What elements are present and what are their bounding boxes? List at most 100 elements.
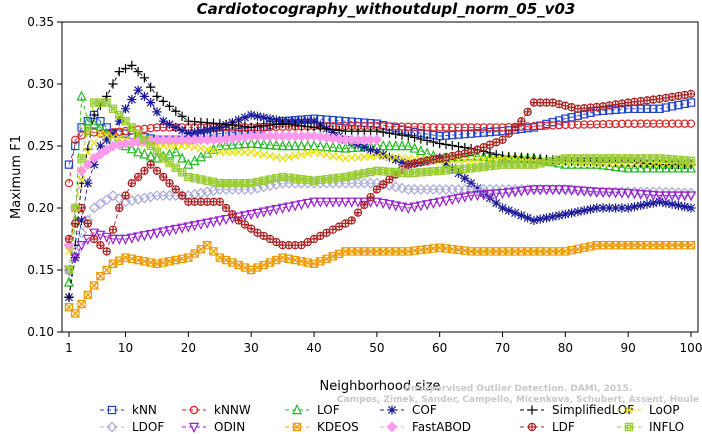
data-point [126,143,137,154]
legend-label: INFLO [649,420,684,434]
data-point [485,247,495,256]
data-point [71,135,80,144]
y-axis-ticks: 0.10 0.15 0.20 0.25 0.30 0.35 [27,15,62,339]
data-point [260,177,268,185]
data-point [308,130,320,142]
data-point [322,115,331,124]
data-point [409,132,420,143]
data-point [151,228,163,239]
data-point [139,148,150,159]
data-point [429,244,438,253]
data-point [623,203,633,213]
data-point [491,189,502,200]
data-point [585,204,596,214]
data-point [297,241,306,249]
data-point [172,185,180,193]
data-point [667,191,678,202]
data-point [203,145,212,154]
data-point [517,117,525,125]
data-point [686,241,696,250]
data-point [629,202,640,212]
data-point [77,300,86,309]
data-point [145,191,157,203]
x-tick-label: 100 [680,341,702,355]
data-point [497,152,508,163]
data-point [296,121,307,131]
data-point [76,227,88,239]
data-point [297,257,306,266]
data-point [567,120,576,129]
data-point [447,140,457,151]
legend-label: LoOP [649,403,680,417]
legend-label: ODIN [214,420,245,434]
data-point [220,214,232,226]
data-point [95,121,106,132]
data-point [340,142,351,153]
data-point [184,141,193,151]
data-point [360,247,369,256]
data-point [642,104,652,113]
data-point [159,173,167,181]
data-point [473,163,481,172]
data-point [428,137,439,147]
data-point [686,119,696,128]
data-point [271,139,282,150]
data-point [630,154,639,163]
data-point [593,154,601,162]
data-point [65,266,73,274]
data-point [327,132,339,144]
data-point [686,241,696,250]
data-point [96,129,105,138]
data-point [641,162,653,173]
data-point [329,174,337,183]
data-point [277,140,288,151]
data-point [151,152,163,163]
data-point [536,159,544,167]
data-point [134,173,142,181]
data-point [648,162,659,173]
data-point [284,119,294,130]
data-point [101,144,113,156]
data-point [77,154,86,162]
data-point [359,142,369,152]
data-point [429,167,438,175]
data-point [391,153,400,162]
data-point [492,123,501,132]
data-point [133,146,144,157]
data-point [679,191,690,202]
data-point [541,213,552,223]
data-point [140,124,149,134]
data-point [442,166,450,174]
x-axis-ticks: 1 10 20 30 40 50 60 70 80 90 100 [65,332,702,355]
data-point [554,247,564,256]
data-point [492,161,500,169]
data-point [573,207,583,217]
data-point [84,126,92,135]
data-point [215,119,225,129]
data-point [454,245,463,255]
data-point [441,158,451,168]
data-point [308,140,320,151]
data-point [441,244,451,253]
data-point [467,156,476,165]
legend-marker [188,422,200,433]
data-point [404,169,413,178]
data-point [492,138,500,146]
data-point [661,119,671,128]
data-point [409,202,420,213]
data-point [561,154,570,163]
data-point [146,82,156,92]
data-point [315,197,326,208]
data-point [378,140,389,151]
data-point [435,166,444,175]
data-point [322,150,331,159]
data-point [674,156,683,164]
data-point [328,116,338,125]
y-tick-label: 0.15 [27,263,54,277]
data-point [341,247,350,256]
data-point [140,135,149,144]
data-point [535,185,546,196]
data-point [246,122,256,132]
data-point [422,122,432,132]
data-point [247,225,255,233]
